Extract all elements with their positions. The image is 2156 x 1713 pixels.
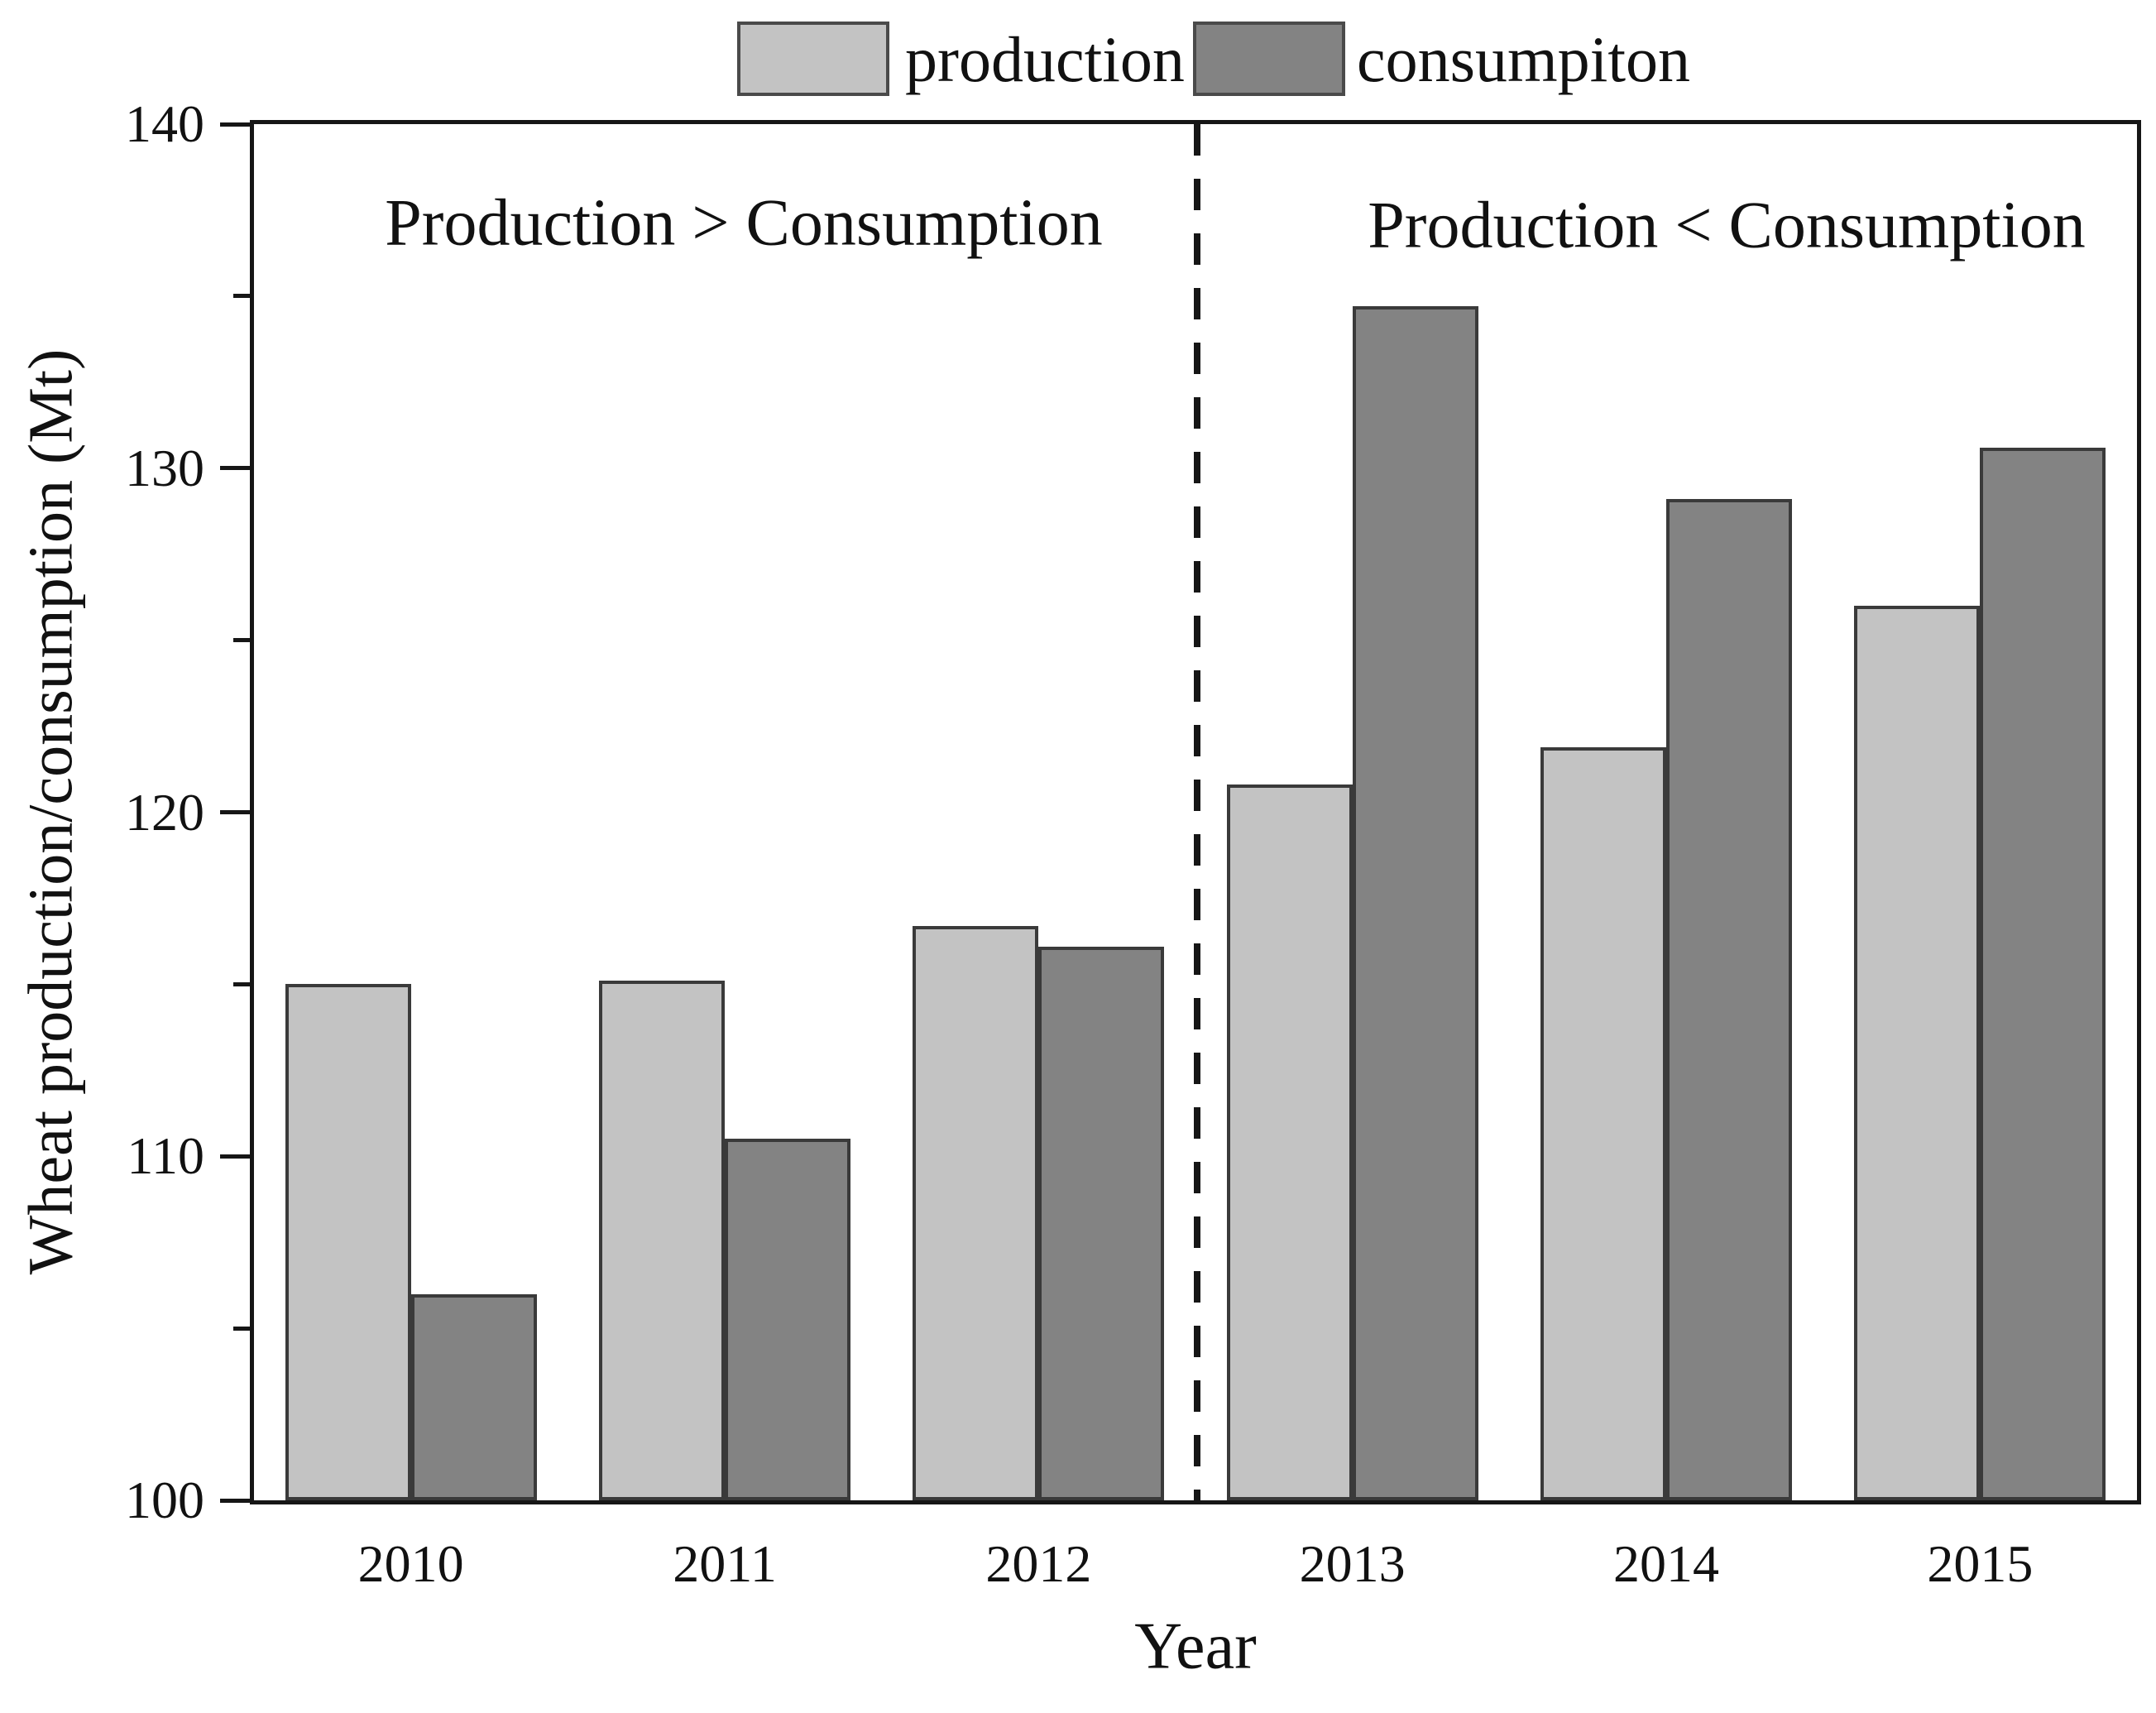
y-tick-minor (233, 981, 250, 986)
y-tick-major (220, 1154, 250, 1159)
legend-label-production: production (905, 23, 1185, 95)
y-tick-major (220, 122, 250, 127)
legend-swatch-consumption (1193, 22, 1345, 96)
y-tick-major (220, 466, 250, 471)
legend-label-consumption: consumpiton (1357, 23, 1690, 95)
bar-consumption-2011 (725, 1139, 850, 1500)
bar-production-2015 (1854, 606, 1981, 1500)
x-category-label: 2015 (1927, 1534, 2034, 1593)
y-tick-label: 130 (125, 438, 204, 497)
bar-consumption-2015 (1980, 447, 2106, 1500)
y-tick-major (220, 810, 250, 814)
x-category-label: 2012 (985, 1534, 1092, 1593)
y-tick-major (220, 1498, 250, 1503)
y-tick-label: 120 (125, 782, 204, 842)
y-tick-label: 100 (125, 1471, 204, 1529)
x-category-label: 2013 (1299, 1534, 1406, 1593)
plot-area: Production > Consumption Production < Co… (125, 98, 2141, 1593)
x-category-label: 2010 (357, 1534, 464, 1593)
bar-consumption-2012 (1038, 946, 1165, 1500)
annotation-right: Production < Consumption (1368, 189, 2086, 262)
y-tick-minor (233, 638, 250, 643)
bar-consumption-2010 (410, 1293, 537, 1500)
bar-production-2014 (1540, 746, 1666, 1500)
divider-dashed-line (1194, 124, 1200, 1500)
annotation-left: Production > Consumption (385, 186, 1103, 260)
y-tick-label: 110 (127, 1126, 204, 1186)
x-category-label: 2011 (673, 1534, 777, 1593)
y-tick-label: 140 (125, 94, 204, 153)
x-axis-title: Year (1134, 1610, 1257, 1683)
bar-production-2010 (285, 984, 411, 1500)
y-tick-minor (233, 1326, 250, 1331)
legend-swatch-production (737, 22, 889, 96)
bar-production-2013 (1226, 785, 1353, 1500)
y-tick-minor (233, 294, 250, 299)
y-axis-title: Wheat production/consumption (Mt) (16, 348, 86, 1275)
x-category-label: 2014 (1613, 1534, 1719, 1593)
bar-consumption-2014 (1666, 499, 1792, 1500)
bar-production-2012 (913, 925, 1039, 1500)
bar-consumption-2013 (1352, 306, 1478, 1500)
bar-production-2011 (599, 981, 725, 1500)
